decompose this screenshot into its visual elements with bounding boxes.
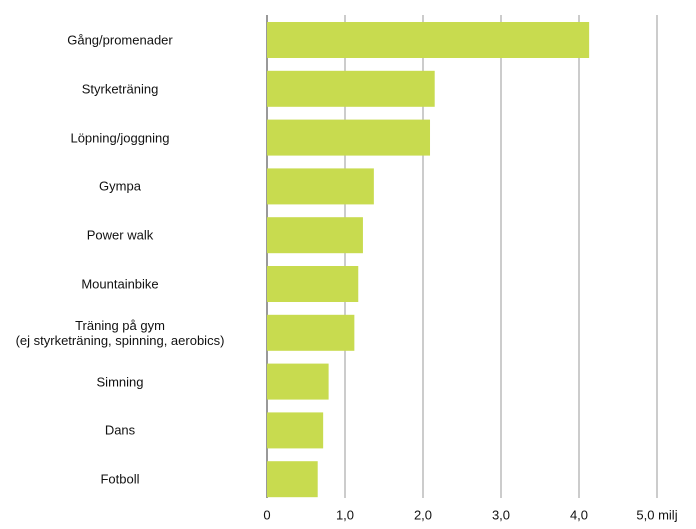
bar: [267, 412, 324, 449]
x-tick-label: 0: [263, 507, 270, 522]
x-tick-label: 2,0: [414, 507, 432, 522]
bar: [267, 217, 363, 254]
bar: [267, 168, 374, 205]
x-tick-label: 1,0: [336, 507, 354, 522]
bar: [267, 70, 435, 107]
bar: [267, 266, 359, 302]
x-tick-label: 4,0: [570, 507, 588, 522]
bar: [267, 314, 355, 351]
y-tick-label: Gympa: [99, 178, 141, 194]
x-tick-label: 5,0 milj: [636, 507, 677, 522]
y-tick-label: Löpning/joggning: [70, 130, 170, 146]
bar: [267, 22, 590, 58]
y-tick-label: Mountainbike: [81, 276, 159, 292]
bar: [267, 461, 318, 498]
y-tick-label: Träning på gym (ej styrketräning, spinni…: [15, 317, 225, 348]
y-tick-label: Gång/promenader: [67, 32, 173, 48]
y-tick-label: Simning: [96, 374, 144, 390]
bar: [267, 363, 329, 400]
y-tick-label: Power walk: [86, 227, 154, 243]
x-tick-label: 3,0: [492, 507, 510, 522]
bar: [267, 119, 431, 156]
y-tick-label: Styrketräning: [81, 81, 159, 97]
y-tick-label: Dans: [104, 422, 136, 438]
y-tick-label: Fotboll: [100, 471, 140, 487]
